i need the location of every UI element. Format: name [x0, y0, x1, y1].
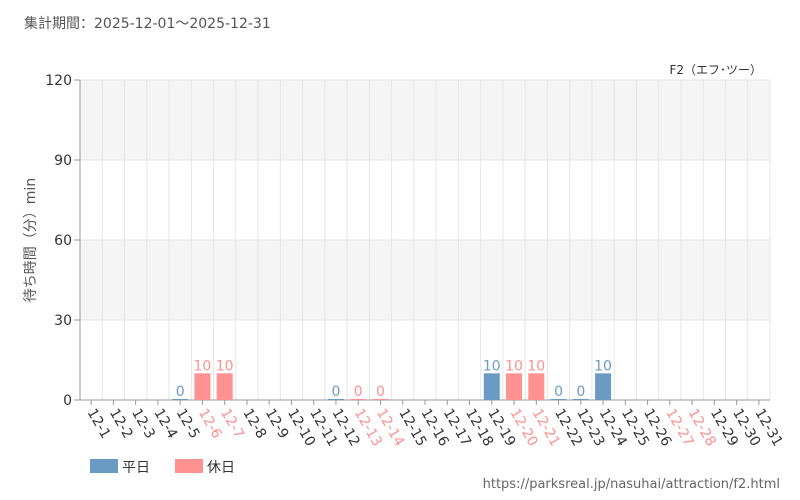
bar-value-label: 0: [176, 384, 185, 400]
source-url: https://parksreal.jp/nasuhai/attraction/…: [483, 477, 780, 492]
grid-band: [80, 80, 770, 160]
grid-band: [80, 240, 770, 320]
bar-value-label: 0: [354, 384, 363, 400]
bar-12-5: [172, 399, 189, 400]
bar-12-21: [528, 373, 545, 400]
bar-12-23: [572, 399, 589, 400]
bar-value-label: 0: [332, 384, 341, 400]
bar-value-label: 0: [554, 384, 563, 400]
bar-value-label: 10: [194, 358, 212, 374]
period-label: 集計期間：2025-12-01～2025-12-31: [24, 15, 271, 32]
bar-12-7: [216, 373, 233, 400]
bar-12-6: [194, 373, 211, 400]
y-tick-label: 90: [54, 153, 72, 169]
attraction-name: F2（エフ･ツー）: [669, 63, 762, 77]
legend-weekday-swatch: [90, 459, 118, 473]
bar-value-label: 10: [594, 358, 612, 374]
bar-12-20: [506, 373, 523, 400]
bar-12-12: [327, 399, 344, 400]
bar-value-label: 10: [216, 358, 234, 374]
bar-12-13: [350, 399, 367, 400]
bar-value-label: 10: [483, 358, 501, 374]
y-tick-label: 30: [54, 313, 72, 329]
bar-value-label: 10: [505, 358, 523, 374]
bar-12-24: [595, 373, 612, 400]
y-tick-label: 60: [54, 233, 72, 249]
bar-value-label: 10: [527, 358, 545, 374]
bar-12-19: [483, 373, 500, 400]
y-axis-title: 待ち時間（分）min: [23, 178, 39, 302]
legend-holiday-label[interactable]: 休日: [207, 460, 235, 476]
bar-value-label: 0: [576, 384, 585, 400]
bar-12-22: [550, 399, 567, 400]
bar-value-label: 0: [376, 384, 385, 400]
y-tick-label: 120: [45, 73, 72, 89]
legend-weekday-label[interactable]: 平日: [122, 460, 150, 476]
legend-holiday-swatch: [175, 459, 203, 473]
legend: 平日 休日: [90, 459, 235, 476]
bar-12-14: [372, 399, 389, 400]
y-tick-label: 0: [63, 393, 72, 409]
